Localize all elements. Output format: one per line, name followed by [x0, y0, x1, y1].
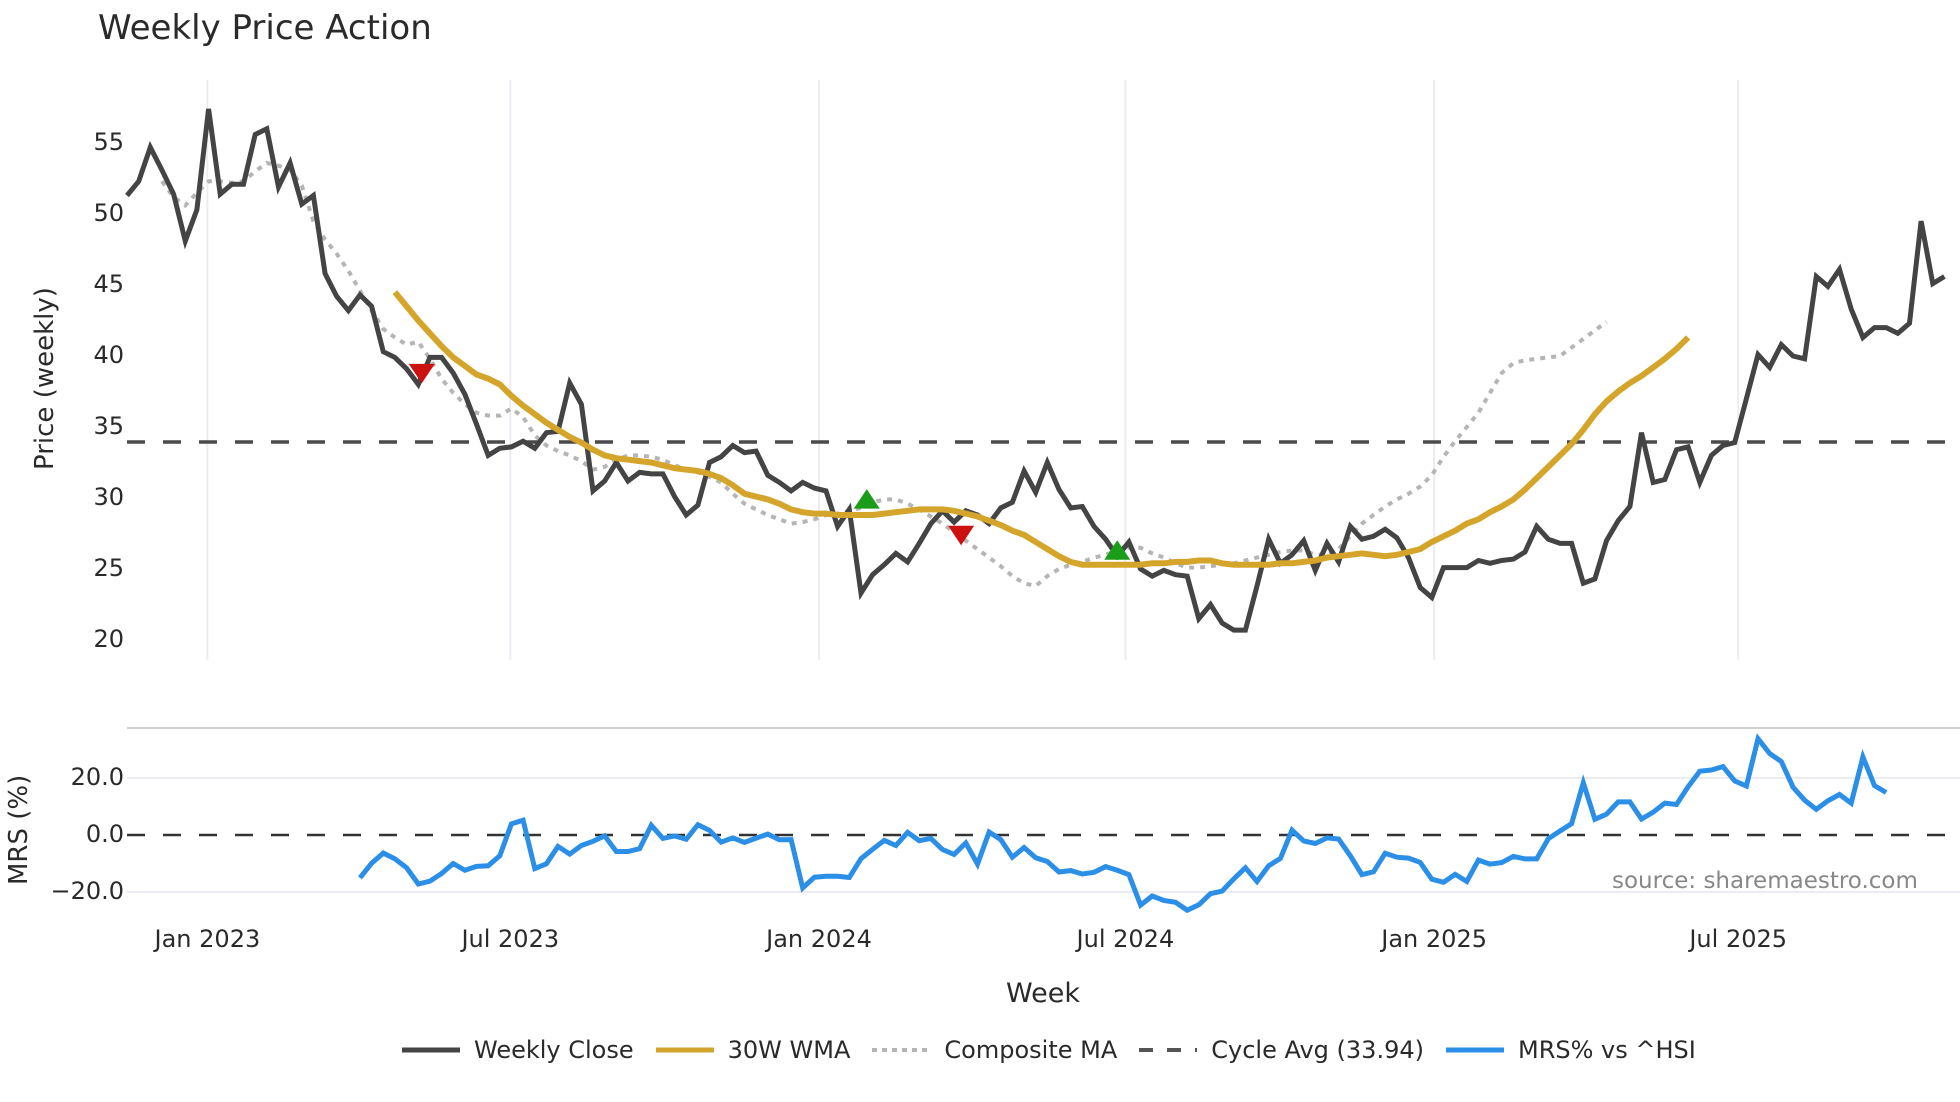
sell-signal-triangle-down-icon: [948, 525, 975, 546]
solid-line-swatch-icon: [1445, 1047, 1504, 1053]
solid-line-swatch-icon: [402, 1047, 460, 1053]
legend-label: Weekly Close: [474, 1036, 634, 1064]
price-tick: 20: [93, 625, 124, 653]
price-axis-title: Price (weekly): [30, 287, 60, 470]
buy-signal-triangle-up-icon: [1104, 540, 1131, 560]
mrs-tick: 20.0: [70, 763, 124, 791]
legend-item-weekly-close[interactable]: Weekly Close: [400, 1036, 634, 1064]
x-tick: Jan 2024: [766, 925, 872, 953]
legend-label: Composite MA: [944, 1036, 1118, 1064]
mrs-axis-title: MRS (%): [4, 774, 34, 885]
price-tick: 40: [93, 341, 124, 369]
buy-signal-triangle-up-icon: [853, 489, 880, 509]
x-tick: Jan 2023: [154, 925, 261, 953]
price-tick: 50: [93, 199, 124, 227]
chart-title: Weekly Price Action: [98, 8, 432, 48]
price-tick: 45: [93, 270, 124, 298]
mrs-tick: 0.0: [85, 820, 124, 848]
price-tick: 35: [93, 412, 124, 440]
legend-label: 30W WMA: [727, 1036, 851, 1064]
source-annotation: source: sharemaestro.com: [1612, 868, 1918, 894]
solid-line-swatch-icon: [655, 1047, 714, 1053]
x-axis-title: Week: [1006, 978, 1080, 1009]
weekly-close-line: [125, 108, 1946, 633]
x-tick: Jul 2025: [1689, 925, 1788, 953]
price-tick: 25: [93, 554, 124, 582]
legend-item-composite-ma[interactable]: Composite MA: [870, 1036, 1117, 1064]
legend-item-30w-wma[interactable]: 30W WMA: [654, 1036, 851, 1064]
x-tick: Jan 2025: [1381, 925, 1487, 953]
sell-signal-triangle-down-icon: [408, 363, 435, 384]
x-tick: Jul 2024: [1076, 925, 1175, 953]
dashed-line-swatch-icon: [1139, 1048, 1198, 1052]
legend: Weekly Close 30W WMA Composite MA Cycle …: [400, 1036, 1716, 1064]
price-tick: 55: [93, 128, 124, 156]
legend-item-cycle-avg[interactable]: Cycle Avg (33.94): [1137, 1036, 1424, 1064]
composite-ma-line: [160, 160, 1608, 589]
mrs-line: [358, 733, 1888, 914]
wma-30w-line: [392, 290, 1691, 568]
x-tick: Jul 2023: [461, 925, 560, 953]
dotted-line-swatch-icon: [872, 1048, 931, 1052]
price-tick: 30: [93, 483, 124, 511]
legend-label: Cycle Avg (33.94): [1211, 1036, 1424, 1064]
legend-item-mrs[interactable]: MRS% vs ^HSI: [1444, 1036, 1696, 1064]
mrs-tick: −20.0: [50, 877, 124, 905]
legend-label: MRS% vs ^HSI: [1517, 1036, 1696, 1064]
